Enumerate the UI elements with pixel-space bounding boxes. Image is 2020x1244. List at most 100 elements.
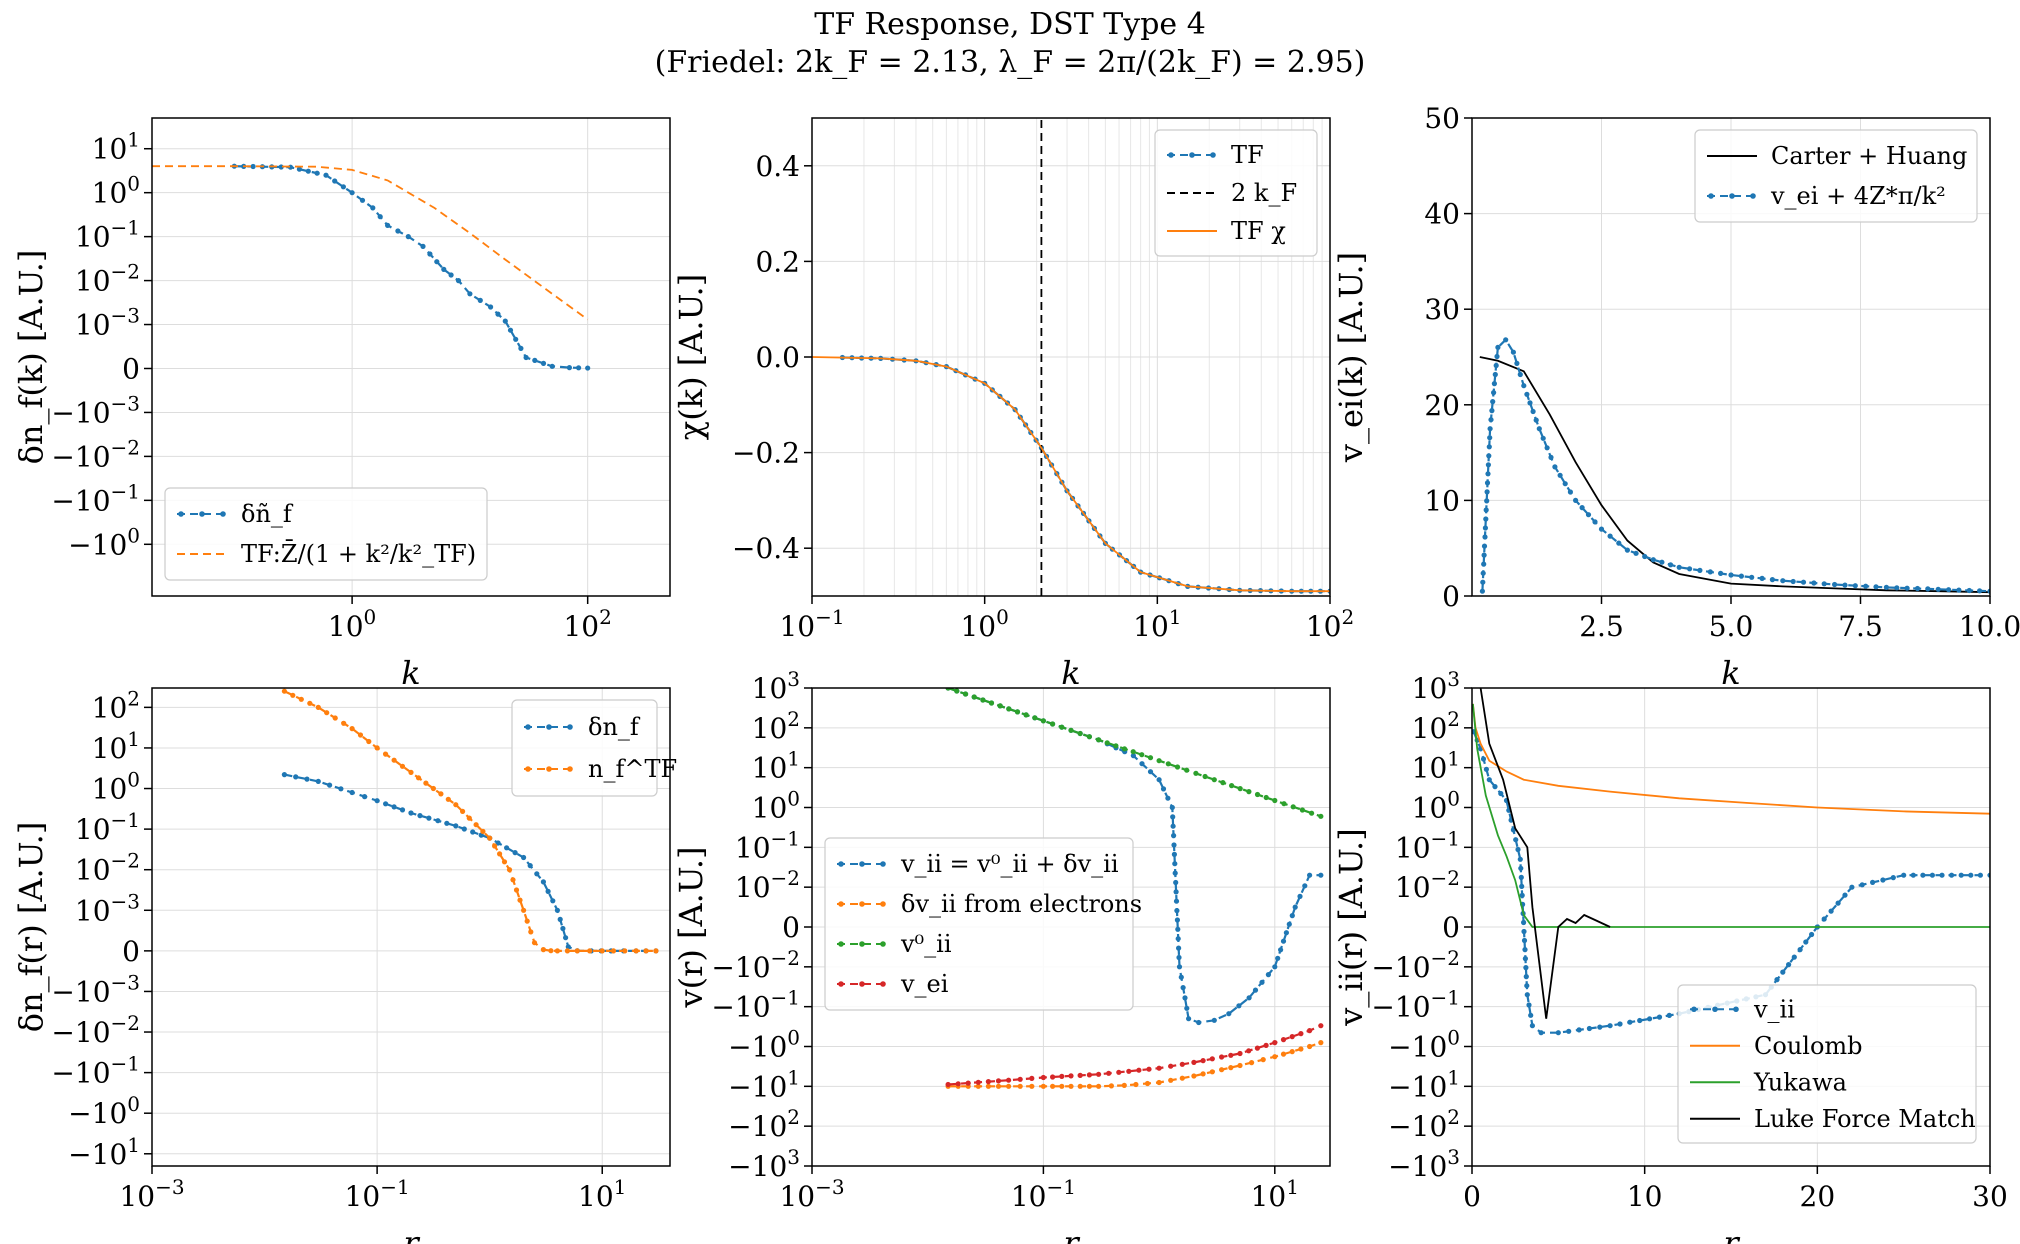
data-point bbox=[1237, 1050, 1243, 1057]
legend: v_ii Coulomb Yukawa Luke Force Match bbox=[1677, 984, 1977, 1144]
axes-frame bbox=[811, 117, 1331, 597]
data-point bbox=[1017, 1076, 1023, 1082]
data-point bbox=[1650, 557, 1656, 563]
data-point bbox=[1318, 872, 1324, 878]
data-point bbox=[1280, 1051, 1287, 1057]
y-tick-label: −100 bbox=[1388, 1026, 1460, 1064]
data-point bbox=[1552, 464, 1558, 470]
legend-label: v⁰_ii bbox=[900, 930, 952, 958]
data-point bbox=[1171, 842, 1177, 848]
data-point bbox=[1281, 801, 1287, 807]
data-point bbox=[1540, 435, 1546, 441]
data-point bbox=[349, 789, 355, 796]
data-point bbox=[1318, 1040, 1324, 1046]
data-point bbox=[1627, 1019, 1633, 1025]
x-axis-label: r bbox=[1063, 1224, 1080, 1244]
data-point bbox=[524, 918, 530, 924]
data-point bbox=[1139, 752, 1145, 758]
data-point bbox=[653, 948, 659, 954]
y-tick-label: −10−1 bbox=[51, 479, 140, 517]
y-tick-label: 10−3 bbox=[75, 304, 140, 342]
data-point bbox=[304, 776, 310, 782]
data-point bbox=[1260, 1057, 1266, 1063]
data-point bbox=[1510, 349, 1516, 355]
data-point bbox=[1246, 995, 1252, 1001]
data-point bbox=[1616, 540, 1622, 546]
data-point bbox=[366, 738, 372, 745]
data-point bbox=[1252, 987, 1259, 993]
axes-frame bbox=[1471, 117, 1991, 597]
data-point bbox=[549, 363, 555, 369]
data-point bbox=[1624, 547, 1630, 553]
data-point bbox=[1592, 519, 1598, 525]
data-point bbox=[1809, 931, 1815, 938]
data-point bbox=[315, 778, 321, 785]
data-point bbox=[545, 888, 551, 895]
y-tick-label: 10−1 bbox=[75, 808, 140, 846]
data-point bbox=[1283, 930, 1289, 936]
data-point bbox=[1780, 578, 1786, 584]
data-point bbox=[1536, 426, 1542, 432]
data-point bbox=[305, 168, 311, 174]
data-point bbox=[1524, 983, 1530, 989]
y-tick-label: −10−1 bbox=[1371, 986, 1460, 1024]
x-tick-label: 0 bbox=[1463, 1180, 1481, 1213]
y-tick-label: −100 bbox=[68, 523, 140, 561]
data-point bbox=[1492, 784, 1498, 790]
data-point bbox=[415, 775, 422, 781]
data-point bbox=[1236, 1003, 1242, 1009]
data-point bbox=[1523, 974, 1529, 980]
data-point bbox=[1513, 837, 1519, 843]
x-axis-label: r bbox=[1723, 1224, 1740, 1244]
x-tick-label: 10.0 bbox=[1959, 610, 2020, 643]
data-point bbox=[622, 948, 628, 954]
data-point bbox=[466, 815, 472, 821]
data-point bbox=[1228, 1065, 1234, 1071]
axes-frame bbox=[811, 687, 1331, 1167]
data-point bbox=[1528, 1012, 1534, 1018]
data-point bbox=[1113, 743, 1119, 749]
data-point bbox=[1529, 1023, 1535, 1029]
data-point bbox=[985, 1083, 992, 1089]
y-tick-label: −102 bbox=[1388, 1105, 1460, 1143]
data-point bbox=[1017, 1083, 1023, 1089]
data-point bbox=[281, 772, 287, 778]
data-point bbox=[518, 345, 524, 351]
x-tick-label: 5.0 bbox=[1709, 610, 1754, 643]
data-point bbox=[340, 184, 346, 190]
x-tick-label: 30 bbox=[1972, 1180, 2008, 1213]
data-point bbox=[1254, 1045, 1260, 1051]
data-point bbox=[512, 850, 518, 856]
legend-label: 2 k_F bbox=[1231, 179, 1297, 207]
y-tick-label: 100 bbox=[92, 172, 140, 210]
data-point bbox=[1491, 381, 1497, 387]
data-point bbox=[461, 826, 467, 832]
data-point bbox=[1697, 567, 1703, 574]
data-point bbox=[1086, 734, 1092, 740]
data-point bbox=[1901, 872, 1907, 878]
legend-marker bbox=[880, 941, 886, 947]
data-point bbox=[1096, 1071, 1102, 1077]
legend-box bbox=[1154, 129, 1318, 257]
data-point bbox=[1116, 1069, 1122, 1075]
legend-label: v_ei bbox=[900, 970, 949, 998]
legend-marker bbox=[1210, 152, 1216, 158]
plot-area bbox=[152, 163, 591, 371]
data-point bbox=[1309, 810, 1315, 816]
y-axis-label: v(r) [A.U.] bbox=[672, 847, 710, 1009]
data-point bbox=[1607, 1023, 1613, 1029]
axes-frame bbox=[1471, 687, 1991, 1167]
series-line-1 bbox=[152, 165, 589, 321]
data-point bbox=[1524, 992, 1530, 998]
y-axis-label: χ(k) [A.U.] bbox=[672, 274, 710, 440]
data-point bbox=[1006, 1077, 1012, 1083]
data-point bbox=[1880, 877, 1886, 883]
data-point bbox=[327, 782, 333, 788]
data-point bbox=[1246, 1048, 1252, 1054]
data-point bbox=[1297, 893, 1303, 900]
data-point bbox=[1488, 417, 1494, 423]
x-tick-label: 2.5 bbox=[1579, 610, 1624, 643]
data-point bbox=[1538, 1030, 1544, 1036]
data-point bbox=[507, 327, 514, 333]
